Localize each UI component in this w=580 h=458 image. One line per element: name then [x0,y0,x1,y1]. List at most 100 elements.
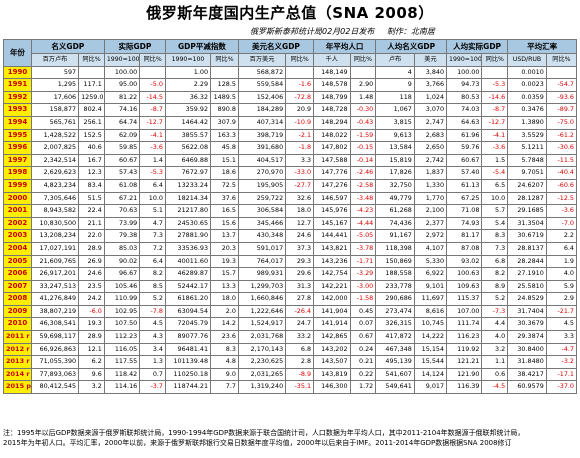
table-cell: -75.0 [545,115,578,130]
table-row: 1991 1,295 117.1 95.00 -5.0 2.29 128.5 559,584-… [3,78,578,92]
table-cell: 259,722 [237,191,287,206]
table-cell: 764,017 [237,254,287,269]
table-cell: 17,606 [30,90,80,105]
table-cell: -10.9 [285,115,315,130]
table-cell: 391,680 [237,141,287,155]
table-cell: -12.5 [545,191,578,206]
table-cell: 13233.24 [164,178,212,193]
header-unit: 同比% [139,53,166,67]
table-cell: 1,222,646 [237,304,287,319]
table-cell: 85.03 [103,241,141,256]
table-cell: 61.96 [446,128,483,143]
table-cell: 23.6 [210,330,239,344]
table-cell: 13.7 [210,229,239,243]
table-cell: 93.02 [446,254,483,269]
table-cell: 2.90 [349,78,377,92]
table-cell: 100.00 [103,65,141,80]
table-cell: 17,027,191 [30,241,80,256]
table-cell: 4.5 [139,317,166,332]
table-cell: 1464.42 [164,115,212,130]
table-cell: 37.3 [285,241,315,256]
table-cell: 118744.21 [164,380,212,395]
table-cell: 2,683 [413,128,448,143]
table-cell: 0.45 [349,304,377,319]
table-cell: 64.63 [446,115,483,130]
table-cell: 96.67 [103,267,141,281]
table-cell: 59.76 [446,141,483,155]
table-cell: 307.9 [210,115,239,130]
table-cell: -3.00 [349,279,377,294]
table-cell: 559,584 [237,78,287,92]
table-cell: 1.00 [164,65,212,80]
table-cell: 1,319,240 [237,380,287,395]
table-cell: -14.5 [139,90,166,105]
table-cell: 29.1685 [507,204,547,218]
year-cell: 1992 [3,90,32,105]
table-cell: 105.46 [103,279,141,294]
table-row: 2002 10,830,500 21.1 73.99 4.7 24530.65 15.6 34… [3,216,578,231]
table-cell: 0.22 [349,367,377,382]
header-unit: 卢布 [375,53,415,67]
table-cell: 273,474 [375,304,415,319]
table-cell: 19.3 [78,317,105,332]
table-cell: 141,914 [313,317,351,332]
table-cell: 142,221 [313,279,351,294]
table-cell: 1.72 [349,380,377,395]
table-cell: 80.53 [446,90,483,105]
table-cell: 148,294 [313,115,351,130]
table-cell: -2.58 [349,178,377,193]
table-cell: 37.6 [210,191,239,206]
table-cell: 67.21 [103,191,141,206]
table-cell: 359.92 [164,103,212,117]
table-cell [210,65,239,80]
table-cell: 19.3 [210,254,239,269]
table-cell: 146,597 [313,191,351,206]
table-cell: -4.44 [349,216,377,231]
table-cell: 15.6 [210,216,239,231]
table-row: 1993 158,877 802.4 74.16 -8.7 359.92 890.8 184,… [3,103,578,117]
table-cell: 3.5529 [507,128,547,143]
table-cell: 26,917,201 [30,267,80,281]
table-cell: 26.9 [78,254,105,269]
year-cell: 2013 r [3,355,32,369]
table-cell: 290,686 [375,292,415,306]
table-cell: -8.9 [285,367,315,382]
table-cell: 22.4 [78,204,105,218]
table-cell: 72.5 [210,178,239,193]
table-cell: 60.67 [103,153,141,168]
table-cell: 81.17 [446,229,483,243]
table-cell: 15,819 [375,153,415,168]
table-cell: 1.5 [481,153,509,168]
table-cell: 345,466 [237,216,287,231]
year-cell: 2014 r [3,367,32,382]
table-cell [78,65,105,80]
table-cell: -0.30 [349,103,377,117]
header-unit: 1990=100 [446,53,483,67]
table-cell: 6.4 [545,241,578,256]
table-cell: 147,588 [313,153,351,168]
table-cell: 116.23 [446,330,483,344]
table-cell: 114.16 [103,380,141,395]
table-cell: 0.67 [349,330,377,344]
header-unit: 百万美元 [237,53,287,67]
table-cell: 24.7 [285,317,315,332]
table-cell: -3.6 [139,141,166,155]
year-cell: 2003 [3,229,32,243]
table-cell: 57.40 [446,166,483,180]
table-cell: 8.3 [210,342,239,357]
table-cell: 27.1910 [507,267,547,281]
table-cell: 4,107 [413,241,448,256]
table-cell: 60.9579 [507,380,547,395]
table-cell: 36.32 [164,90,212,105]
table-row: 1990 597 100.00 1.00 568,872 148,149 4 3,840 100… [3,65,578,80]
table-cell: -60.6 [545,178,578,193]
header-unit: 同比% [545,53,578,67]
header-unit: 同比% [78,53,105,67]
table-cell: -4.1 [481,128,509,143]
table-cell: 30.6719 [507,229,547,243]
table-cell: 16.7 [78,153,105,168]
table-cell: 430,348 [237,229,287,243]
table-cell: 33,247,513 [30,279,80,294]
table-cell: 148,149 [313,65,351,80]
table-cell: 9 [375,78,415,92]
